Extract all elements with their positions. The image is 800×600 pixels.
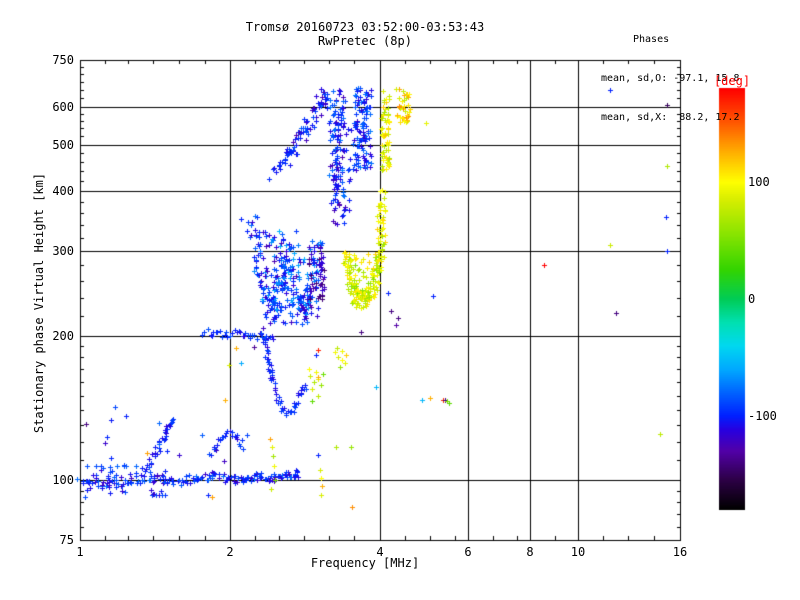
y-tick-label-400: 400 xyxy=(52,184,74,198)
y-tick-label-75: 75 xyxy=(59,533,74,547)
x-tick-label-10: 10 xyxy=(570,545,586,559)
x-tick-label-2: 2 xyxy=(226,545,234,559)
plot-title: Tromsø 20160723 03:52:00-03:53:43 xyxy=(245,20,485,34)
x-axis-title: Frequency [MHz] xyxy=(310,556,420,570)
x-tick-label-16: 16 xyxy=(672,545,688,559)
plot-subtitle: RwPretec (8p) xyxy=(318,34,412,48)
colorbar-unit-label: [deg] xyxy=(713,74,751,88)
y-tick-label-100: 100 xyxy=(52,473,74,487)
x-tick-label-8: 8 xyxy=(526,545,534,559)
phase-stats-block: Phases mean, sd,O: -97.1, 15.8 mean, sd,… xyxy=(601,7,739,150)
phase-stats-heading: Phases xyxy=(633,34,670,45)
x-tick-label-4: 4 xyxy=(376,545,384,559)
y-tick-label-500: 500 xyxy=(52,138,74,152)
phase-stats-o-mode: mean, sd,O: -97.1, 15.8 xyxy=(601,73,740,84)
y-tick-label-600: 600 xyxy=(52,100,74,114)
colorbar-tick-label--100: -100 xyxy=(748,409,777,423)
y-axis-title: Stationary phase Virtual Height [km] xyxy=(32,172,46,434)
colorbar-tick-label-100: 100 xyxy=(748,175,770,189)
phase-stats-x-mode: mean, sd,X: 88.2, 17.2 xyxy=(601,112,740,123)
y-tick-label-200: 200 xyxy=(52,329,74,343)
y-tick-label-300: 300 xyxy=(52,244,74,258)
x-tick-label-6: 6 xyxy=(464,545,472,559)
x-tick-label-1: 1 xyxy=(76,545,84,559)
y-tick-label-750: 750 xyxy=(52,53,74,67)
colorbar-tick-label-0: 0 xyxy=(748,292,756,306)
